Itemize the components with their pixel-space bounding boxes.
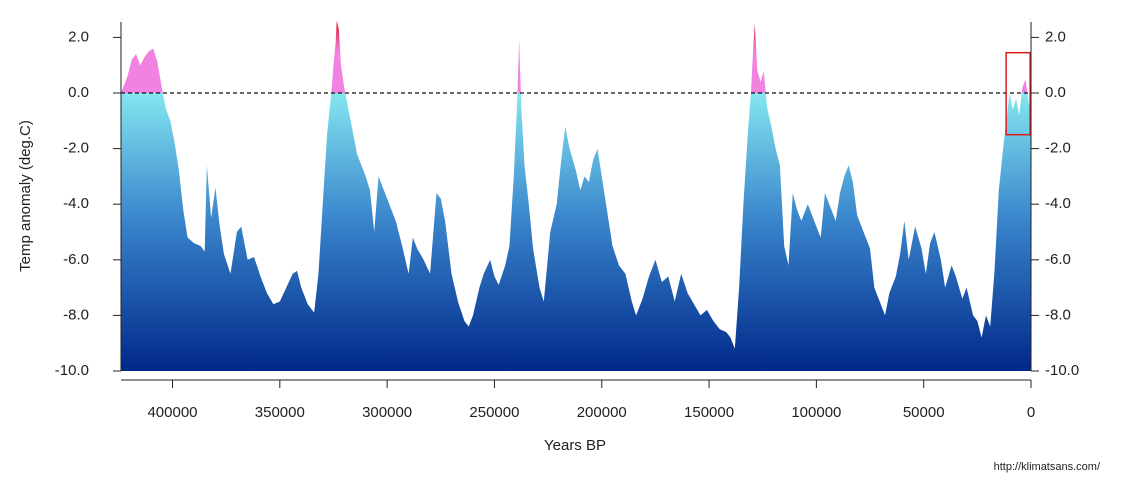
x-tick-label: 150000 — [684, 404, 734, 421]
y-tick-label: 2.0 — [68, 28, 89, 45]
y2-tick-label: 2.0 — [1045, 28, 1066, 45]
highlight-box — [1005, 51, 1031, 136]
y2-tick-label: -10.0 — [1045, 362, 1079, 379]
x-tick-label: 350000 — [255, 404, 305, 421]
y-tick-label: -10.0 — [55, 362, 89, 379]
y-tick-label: -4.0 — [63, 195, 89, 212]
x-tick-label: 0 — [1027, 404, 1035, 421]
y-axis-title: Temp anomaly (deg.C) — [17, 120, 34, 272]
y2-tick-label: -4.0 — [1045, 195, 1071, 212]
x-tick-label: 200000 — [577, 404, 627, 421]
x-tick-label: 250000 — [469, 404, 519, 421]
y2-tick-label: -8.0 — [1045, 306, 1071, 323]
y-tick-label: -6.0 — [63, 251, 89, 268]
x-tick-label: 300000 — [362, 404, 412, 421]
y-tick-label: -2.0 — [63, 140, 89, 157]
y2-tick-label: -6.0 — [1045, 251, 1071, 268]
source-note: http://klimatsans.com/ — [994, 461, 1101, 473]
y-tick-label: 0.0 — [68, 84, 89, 101]
x-tick-label: 100000 — [791, 404, 841, 421]
y-tick-label: -8.0 — [63, 306, 89, 323]
x-tick-label: 400000 — [147, 404, 197, 421]
y2-tick-label: -2.0 — [1045, 140, 1071, 157]
x-axis-title: Years BP — [544, 437, 606, 454]
x-tick-label: 50000 — [903, 404, 945, 421]
area — [121, 20, 1031, 371]
y2-tick-label: 0.0 — [1045, 84, 1066, 101]
